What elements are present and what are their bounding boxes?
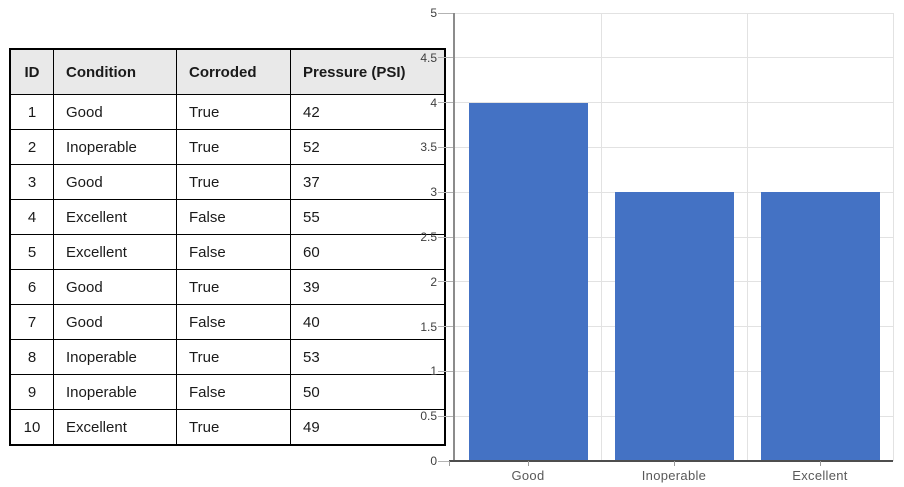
table-cell: Good	[53, 304, 177, 340]
table-cell: True	[176, 339, 291, 375]
y-axis-tick	[438, 326, 455, 328]
gridline-vertical	[600, 13, 602, 461]
y-axis-tick-label: 5	[430, 6, 437, 20]
x-axis-category-label: Good	[511, 468, 545, 483]
chart-bar-good	[468, 102, 588, 461]
data-table-container: ID Condition Corroded Pressure (PSI) 1 Good T…	[9, 48, 446, 446]
y-axis-tick	[438, 460, 455, 462]
table-row: 5 Excellent False 60	[9, 234, 446, 270]
table-cell: 53	[290, 339, 446, 375]
y-axis-tick	[438, 191, 455, 193]
y-axis-tick	[438, 236, 455, 238]
table-cell: Excellent	[53, 199, 177, 235]
table-row: 6 Good True 39	[9, 269, 446, 305]
y-axis-tick-label: 1	[430, 364, 437, 379]
table-cell: 9	[9, 374, 54, 410]
table-header-cell: Condition	[53, 48, 177, 95]
y-axis-tick-label: 1.5	[420, 319, 437, 334]
table-cell: True	[176, 129, 291, 165]
table-cell: 8	[9, 339, 54, 375]
table-cell: Good	[53, 269, 177, 305]
table-cell: 39	[290, 269, 446, 305]
table-cell: True	[176, 269, 291, 305]
y-axis-tick	[438, 12, 455, 14]
table-cell: True	[176, 409, 291, 446]
table-cell: True	[176, 94, 291, 130]
y-axis-tick-label: 2.5	[420, 230, 437, 244]
chart-bar-excellent	[760, 192, 880, 461]
table-cell: False	[176, 234, 291, 270]
gridline-horizontal	[455, 102, 893, 104]
x-axis-category-label: Inoperable	[641, 468, 707, 483]
x-axis-tick	[528, 461, 529, 466]
table-row: 4 Excellent False 55	[9, 199, 446, 235]
table-cell: Excellent	[53, 234, 177, 270]
gridline-horizontal	[455, 146, 893, 148]
y-axis-tick-label: 4.5	[420, 50, 437, 65]
gridline-vertical	[746, 13, 748, 461]
y-axis-tick-label: 3.5	[420, 140, 437, 155]
y-axis-tick	[438, 415, 455, 417]
table-cell: False	[176, 374, 291, 410]
table-cell: Inoperable	[53, 374, 177, 410]
y-axis-tick	[438, 57, 455, 59]
table-row: 8 Inoperable True 53	[9, 339, 446, 375]
gridline-vertical	[892, 13, 894, 461]
x-axis-tick	[820, 461, 821, 466]
condition-bar-chart: 0 0.5 1 1.5 2 2.5 3 3.5 4 4.5 5 Good Inoperable Excel…	[420, 0, 904, 487]
y-axis-tick	[438, 146, 455, 148]
table-cell: 10	[9, 409, 54, 446]
y-axis	[453, 13, 455, 461]
table-cell: Inoperable	[53, 129, 177, 165]
table-row: 9 Inoperable False 50	[9, 374, 446, 410]
x-axis-category-label: Excellent	[792, 468, 848, 483]
table-cell: 2	[9, 129, 54, 165]
table-cell: Excellent	[53, 409, 177, 446]
y-axis-tick-label: 0.5	[420, 409, 437, 424]
x-axis	[449, 460, 893, 462]
table-cell: True	[176, 164, 291, 200]
x-axis-tick	[674, 461, 675, 466]
table-cell: 60	[290, 234, 446, 270]
table-cell: 4	[9, 199, 54, 235]
table-cell: Good	[53, 164, 177, 200]
table-cell: Good	[53, 94, 177, 130]
table-cell: 52	[290, 129, 446, 165]
y-axis-tick	[438, 370, 455, 372]
table-cell: Inoperable	[53, 339, 177, 375]
x-axis-corner-tick	[449, 461, 450, 466]
table-row: 2 Inoperable True 52	[9, 129, 446, 165]
table-cell: 1	[9, 94, 54, 130]
table-cell: 42	[290, 94, 446, 130]
table-header-cell: ID	[9, 48, 54, 95]
table-header-row: ID Condition Corroded Pressure (PSI)	[9, 48, 446, 95]
y-axis-tick	[438, 281, 455, 283]
chart-bar-inoperable	[614, 192, 734, 461]
y-axis-tick-label: 4	[430, 95, 437, 110]
table-cell: 55	[290, 199, 446, 235]
y-axis-tick	[438, 102, 455, 104]
table-cell: False	[176, 304, 291, 340]
table-cell: 50	[290, 374, 446, 410]
table-cell: 3	[9, 164, 54, 200]
y-axis-tick-label: 3	[430, 185, 437, 200]
table-row: 1 Good True 42	[9, 94, 446, 130]
table-cell: 6	[9, 269, 54, 305]
table-cell: 49	[290, 409, 446, 446]
gridline-horizontal	[455, 12, 893, 14]
table-header: ID Condition Corroded Pressure (PSI)	[9, 48, 446, 95]
table-body: 1 Good True 42 2 Inoperable True 52 3 Good True 37 4…	[9, 94, 446, 446]
table-header-cell: Corroded	[176, 48, 291, 95]
pipe-condition-table: ID Condition Corroded Pressure (PSI) 1 Good T…	[9, 48, 446, 446]
y-axis-tick-label: 2	[430, 274, 437, 289]
table-cell: 7	[9, 304, 54, 340]
y-axis-tick-label: 0	[430, 454, 437, 468]
table-row: 10 Excellent True 49	[9, 409, 446, 446]
table-cell: 5	[9, 234, 54, 270]
table-row: 3 Good True 37	[9, 164, 446, 200]
table-cell: False	[176, 199, 291, 235]
gridline-horizontal	[455, 57, 893, 59]
table-header-cell: Pressure (PSI)	[290, 48, 446, 95]
table-row: 7 Good False 40	[9, 304, 446, 340]
